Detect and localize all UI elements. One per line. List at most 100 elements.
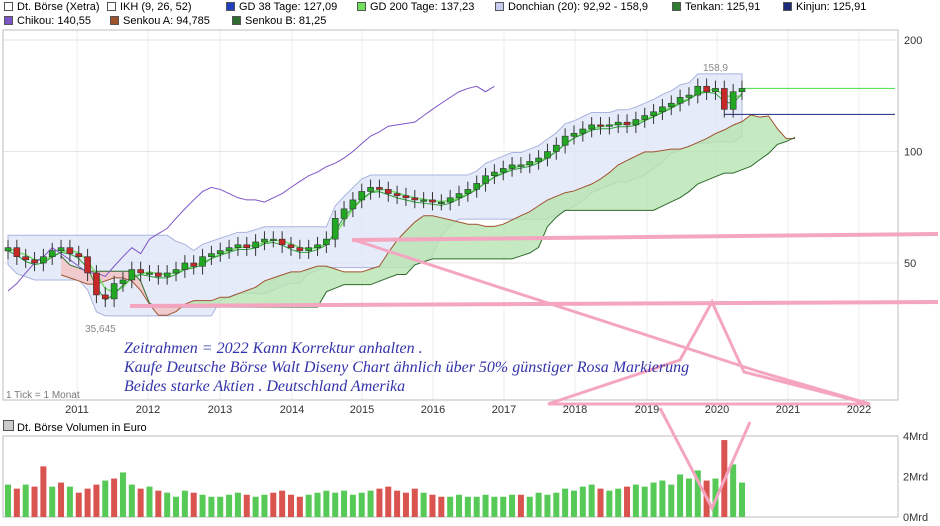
volume-bar <box>588 484 595 517</box>
candle-body <box>216 250 224 254</box>
legend-swatch <box>495 2 504 11</box>
pink-marker-vee <box>658 407 752 512</box>
volume-bar <box>650 482 657 517</box>
volume-bar <box>376 488 383 517</box>
volume-bar <box>491 496 498 517</box>
volume-bar <box>13 488 20 517</box>
pink-marker-line-upper <box>351 232 939 242</box>
candle-body <box>482 175 489 184</box>
volume-bar <box>358 492 365 517</box>
volume-bar <box>243 494 250 517</box>
volume-bar <box>58 482 65 517</box>
volume-bar <box>411 488 418 517</box>
candle-body <box>694 85 702 96</box>
candle-body <box>340 208 348 219</box>
candle-body <box>508 164 516 169</box>
volume-bar <box>624 486 631 517</box>
ichimoku-cloud <box>184 114 796 308</box>
candle-body <box>146 272 153 275</box>
volume-bar <box>668 484 675 517</box>
candle-body <box>535 157 542 162</box>
legend-label: Chikou: 140,55 <box>17 15 91 27</box>
legend-label: GD 38 Tage: 127,09 <box>239 1 338 13</box>
candle-body <box>606 124 613 127</box>
candle-body <box>676 97 684 104</box>
volume-bar <box>173 496 180 517</box>
candle-body <box>623 121 631 126</box>
volume-bar <box>199 494 206 517</box>
legend-label: GD 200 Tage: 137,23 <box>370 1 475 13</box>
legend-label: Senkou B: 81,25 <box>245 15 327 27</box>
candle-body <box>588 124 595 130</box>
legend-swatch <box>4 2 13 11</box>
candle-body <box>703 85 710 93</box>
candle-body <box>101 294 109 300</box>
candle-body <box>287 244 295 248</box>
volume-bar <box>155 490 162 517</box>
price-panel-frame <box>2 29 899 401</box>
legend-label: Senkou A: 94,785 <box>123 15 210 27</box>
volume-bar <box>730 464 737 517</box>
y-tick-label: 100 <box>904 147 922 159</box>
x-tick-label: 2017 <box>492 404 516 416</box>
volume-bar <box>234 492 241 517</box>
candle-body <box>721 88 728 110</box>
x-tick-label: 2018 <box>563 404 587 416</box>
legend-swatch <box>232 16 241 25</box>
candle-body <box>31 259 38 264</box>
volume-tick-label: 4Mrd <box>903 431 928 443</box>
volume-bar <box>615 488 622 517</box>
candle-body <box>163 272 171 277</box>
candle-body <box>402 195 410 199</box>
candle-body <box>305 247 312 251</box>
legend-swatch <box>357 2 366 11</box>
volume-bar <box>279 490 286 517</box>
volume-bar <box>22 484 29 517</box>
candle-body <box>252 241 259 248</box>
legend-swatch <box>783 2 792 11</box>
candle-body <box>367 187 374 192</box>
candle-body <box>314 244 321 248</box>
candle-body <box>93 272 100 296</box>
x-tick-label: 2014 <box>280 404 304 416</box>
volume-bar <box>597 488 604 517</box>
candle-body <box>110 283 118 300</box>
annotation-line: Kaufe Deutsche Börse Walt Diseny Chart ä… <box>123 359 689 376</box>
annotation-line: Zeitrahmen = 2022 Kann Korrektur anhalte… <box>124 340 423 357</box>
x-tick-label: 2022 <box>847 404 871 416</box>
volume-bar <box>119 472 126 517</box>
candle-body <box>570 132 578 137</box>
volume-bar <box>606 490 613 517</box>
candle-body <box>22 256 29 261</box>
x-tick-label: 2013 <box>208 404 232 416</box>
volume-bar <box>659 480 666 517</box>
volume-bar <box>40 466 47 517</box>
candle-body <box>526 161 534 166</box>
volume-bar <box>270 492 277 517</box>
volume-bar <box>181 490 188 517</box>
candle-body <box>632 119 640 126</box>
candle-body <box>561 135 569 146</box>
y-tick-label: 200 <box>904 35 922 47</box>
candle-body <box>40 256 47 264</box>
candle-body <box>243 244 251 248</box>
volume-bar <box>570 490 577 517</box>
volume-bar <box>287 494 294 517</box>
candle-body <box>358 191 366 201</box>
volume-bar <box>544 494 551 517</box>
volume-bar <box>394 490 401 517</box>
volume-bar <box>509 494 516 517</box>
legend: Dt. Börse (Xetra) IKH (9, 26, 52) GD 38 Ta… <box>0 0 900 30</box>
volume-bar <box>685 478 692 517</box>
candle-body <box>420 199 427 202</box>
x-tick-label: 2011 <box>65 404 89 416</box>
volume-bar <box>296 496 303 517</box>
volume-bar <box>464 496 471 517</box>
candle-body <box>323 238 330 246</box>
volume-bar <box>482 494 489 517</box>
volume-bar <box>367 490 374 517</box>
volume-bar <box>677 474 684 517</box>
candle-body <box>455 193 463 199</box>
volume-bar <box>447 496 454 517</box>
